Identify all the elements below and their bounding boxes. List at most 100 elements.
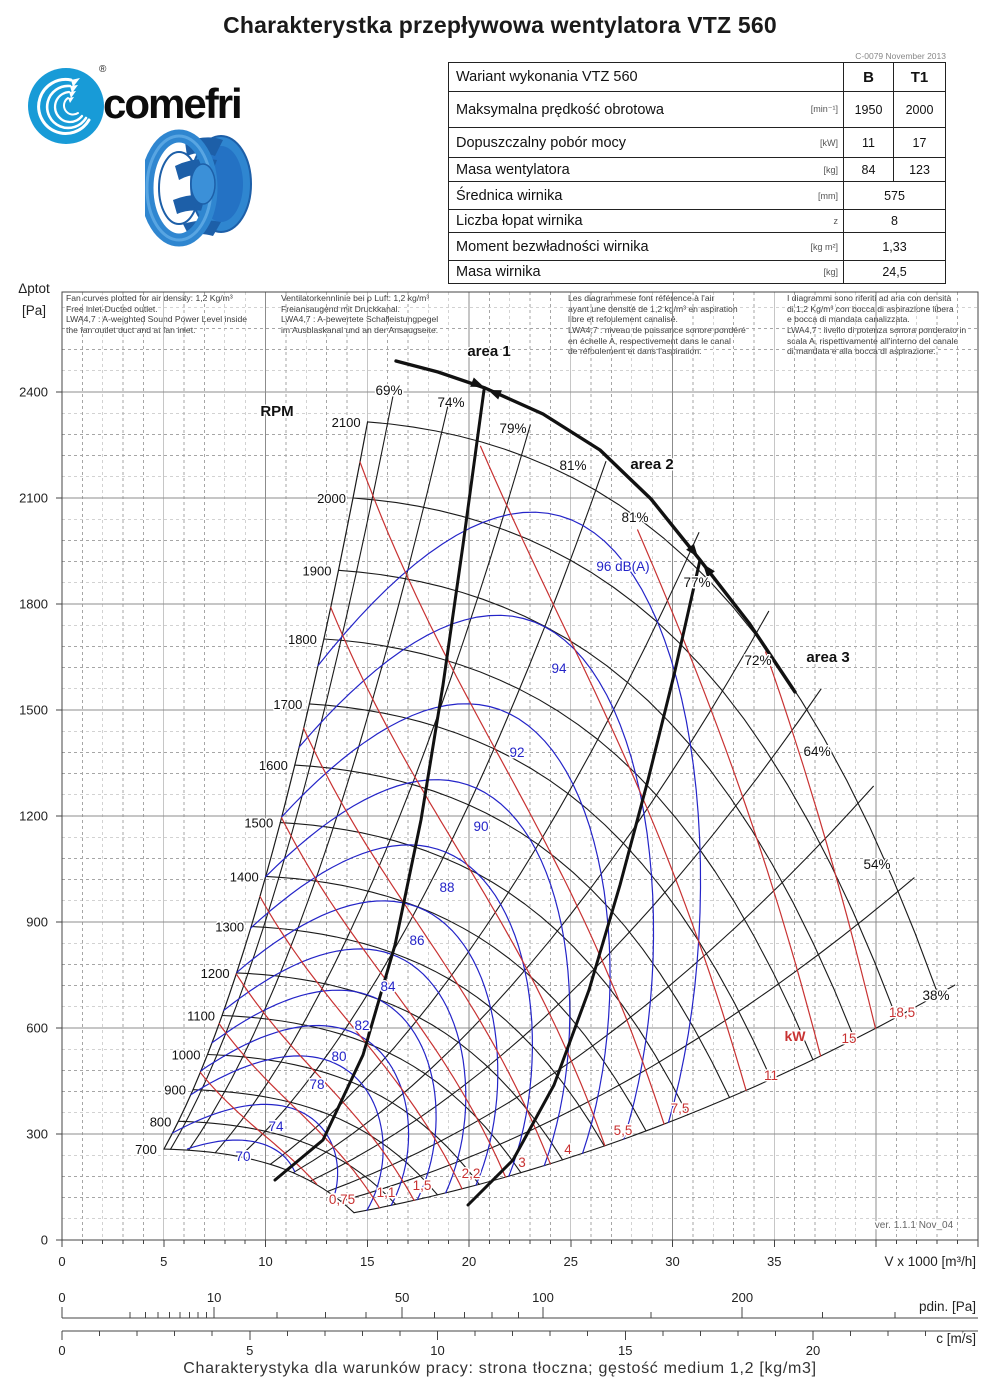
value-t1: 123 (893, 158, 945, 181)
table-row: Masa wentylatora [kg] 84 123 (449, 157, 945, 181)
noise-curve-80 (200, 1024, 410, 1206)
brand-wordmark: comefri (103, 80, 243, 127)
area-2-3-divider (466, 558, 702, 1207)
value-common: 8 (843, 210, 945, 232)
power-line-15 (637, 529, 822, 1057)
power-line-18_5 (765, 651, 877, 1029)
document-reference: C-0079 November 2013 (855, 51, 946, 61)
value-b: 1950 (843, 92, 893, 127)
pdin-tick-label: 10 (207, 1290, 221, 1305)
y-tick-label: 600 (26, 1021, 48, 1036)
rpm-curve-1700 (308, 703, 772, 1080)
efficiency-label: 72% (744, 653, 771, 668)
c-tick-label: 0 (58, 1343, 65, 1358)
power-label: 1,5 (413, 1178, 432, 1193)
y-tick-label: 2100 (19, 491, 48, 506)
x-tick-label: 25 (564, 1254, 578, 1269)
rpm-label-800: 800 (150, 1114, 172, 1129)
rpm-curve-700 (163, 1148, 355, 1214)
efficiency-label: 77% (683, 575, 710, 590)
rpm-label-1900: 1900 (303, 563, 332, 578)
note-line: Ventilatorkennlinie bei ρ Luft: 1,2 kg/m… (281, 293, 430, 303)
power-line-7_5 (359, 461, 665, 1125)
pdin-tick-label: 50 (395, 1290, 409, 1305)
table-row: Maksymalna prędkość obrotowa [min⁻¹] 1950… (449, 91, 945, 127)
selection-arrow (703, 564, 715, 578)
power-label: 0,75 (329, 1192, 355, 1207)
pdin-tick-label: 100 (532, 1290, 554, 1305)
value-common: 575 (843, 182, 945, 209)
x-tick-label: 35 (767, 1254, 781, 1269)
value-b: 11 (843, 128, 893, 157)
rpm-label-1500: 1500 (244, 816, 273, 831)
value-common: 1,33 (843, 233, 945, 260)
noise-curve-70 (186, 1139, 296, 1173)
rpm-curve-1000 (206, 1053, 480, 1185)
note-line: de réfoulement et dans l'aspiration. (568, 346, 702, 357)
rpm-label-2000: 2000 (317, 491, 346, 506)
y-tick-label: 2400 (19, 385, 48, 400)
efficiency-label: 81% (559, 458, 586, 473)
rpm-curve-1500 (279, 822, 689, 1116)
rpm-label-1400: 1400 (230, 869, 259, 884)
value-t1: 17 (893, 128, 945, 157)
rpm-curve-1100 (221, 1014, 522, 1174)
rpm-label-1700: 1700 (273, 697, 302, 712)
noise-curve-78 (190, 1055, 384, 1211)
noise-label: 92 (509, 745, 524, 760)
rpm-label-1200: 1200 (201, 966, 230, 981)
note-line: di mandata e alla bocca di aspirazione. (787, 346, 936, 357)
noise-label: 78 (309, 1077, 324, 1092)
rpm-curve-1300 (250, 925, 605, 1147)
noise-label: 96 dB(A) (596, 559, 649, 574)
noise-label: 70 (235, 1149, 250, 1164)
area-1-2-divider (273, 388, 486, 1182)
noise-label: 94 (551, 661, 567, 676)
pdin-axis-title: pdin. [Pa] (919, 1299, 976, 1314)
note-line: en échelle A, respectivement dans le can… (568, 335, 731, 346)
noise-label: 84 (380, 979, 396, 994)
note-line: scala A, rispettivamente all'interno del… (787, 335, 959, 346)
noise-label: 82 (354, 1018, 369, 1033)
power-label: 5,5 (614, 1123, 633, 1138)
efficiency-label: 64% (803, 744, 830, 759)
row-name: Dopuszczalny pobór mocy (456, 134, 627, 151)
efficiency-label: 38% (922, 988, 949, 1003)
area-label: area 1 (467, 343, 510, 360)
power-label: 7,5 (671, 1101, 690, 1116)
y-tick-label: 1200 (19, 809, 48, 824)
power-label: 18,5 (889, 1005, 915, 1020)
y-tick-label: 0 (41, 1233, 48, 1248)
note-line: Les diagrammese font référence à l'air (568, 293, 715, 303)
y-tick-label: 900 (26, 915, 48, 930)
comefri-logo-icon (28, 68, 104, 144)
efficiency-line-79 (214, 424, 531, 1154)
table-row: Wariant wykonania VTZ 560 B T1 (449, 63, 945, 91)
page-title: Charakterystka przepływowa wentylatora V… (223, 12, 777, 38)
pdin-tick-label: 200 (731, 1290, 753, 1305)
note-line: libre et refoulement canalisé. (568, 314, 678, 325)
row-unit: [kg] (823, 267, 838, 277)
y-tick-label: 1800 (19, 597, 48, 612)
note-line: LWA4,7 : livello di potenza sonora ponde… (787, 324, 967, 335)
noise-curve-94 (298, 614, 655, 1140)
max-performance-envelope (394, 359, 797, 694)
rpm-curve-2100 (367, 421, 939, 996)
selection-arrow (488, 390, 502, 400)
rpm-curve-900 (192, 1089, 439, 1196)
table-row: Masa wirnika [kg] 24,5 (449, 260, 945, 283)
c-axis-title: c [m/s] (936, 1331, 976, 1346)
rpm-label-1800: 1800 (288, 632, 317, 647)
efficiency-label: 74% (437, 395, 464, 410)
efficiency-line-72 (309, 688, 822, 1182)
spec-table: Wariant wykonania VTZ 560 B T1 Maksymaln… (448, 62, 946, 284)
c-tick-label: 10 (430, 1343, 444, 1358)
note-line: Fan curves plotted for air density: 1,2 … (66, 293, 233, 303)
row-name: Liczba łopat wirnika (456, 213, 583, 229)
table-row: Moment bezwładności wirnika [kg m²] 1,33 (449, 232, 945, 260)
efficiency-line-64 (326, 785, 874, 1193)
area-label: area 2 (630, 456, 673, 473)
noise-label: 88 (439, 880, 454, 895)
noise-label: 80 (331, 1049, 346, 1064)
